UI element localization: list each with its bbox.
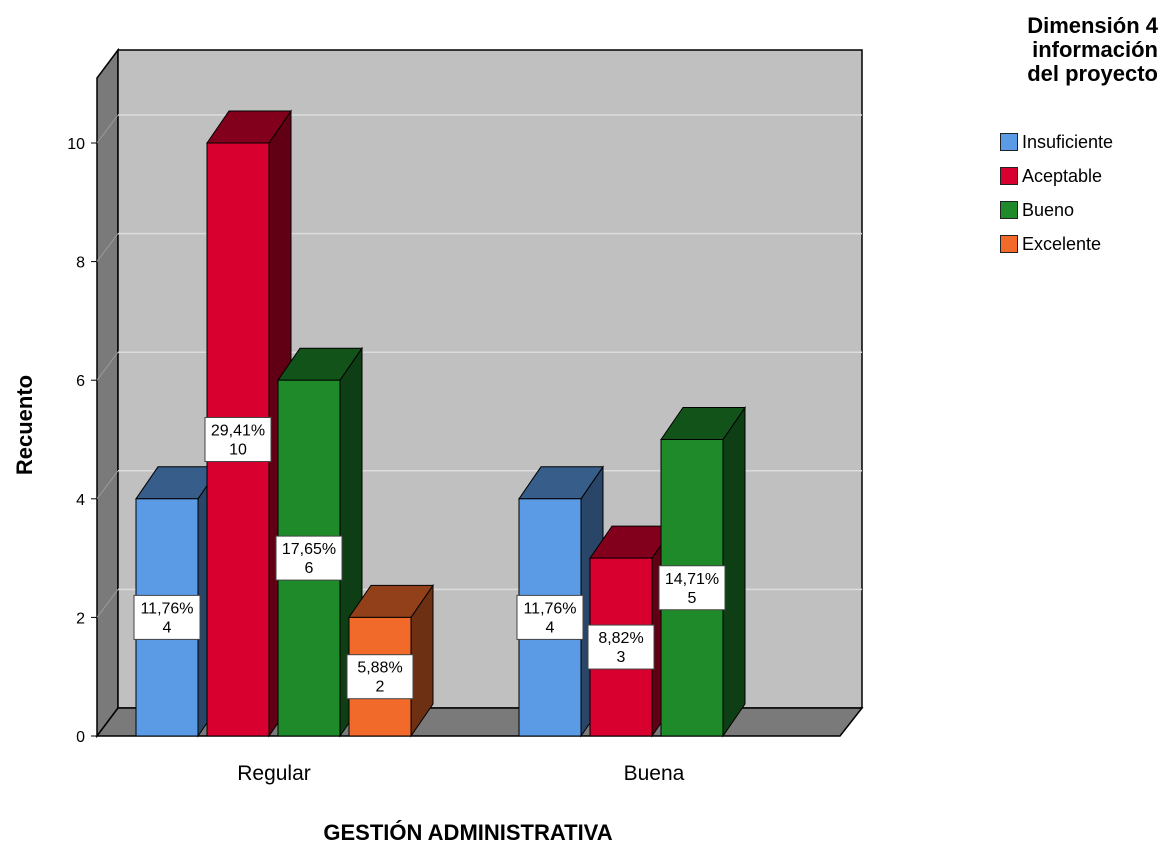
legend-label: Excelente: [1022, 233, 1102, 254]
x-tick-label: Buena: [624, 762, 685, 785]
data-label-box: [516, 594, 584, 640]
legend-swatch: [1000, 235, 1018, 253]
data-label-box: [658, 565, 726, 611]
data-label-count: 3: [617, 649, 626, 666]
gridline: [96, 114, 119, 144]
left-wall: [96, 47, 119, 739]
data-label-percent: 8,82%: [598, 630, 643, 647]
legend-title-line: del proyecto: [1027, 61, 1158, 86]
data-label-percent: 11,76%: [523, 600, 576, 617]
data-label-box: [587, 624, 655, 670]
data-label-box: [275, 535, 343, 581]
data-label-box: [204, 417, 272, 462]
data-label-percent: 17,65%: [282, 541, 336, 558]
y-tick-label: 8: [76, 255, 85, 272]
y-axis: 0 2 4 6 8 10: [67, 136, 97, 746]
x-tick-label: Regular: [237, 762, 311, 785]
data-label: 5,88% 2: [346, 654, 414, 700]
gridline: [96, 470, 119, 500]
data-label-count: 4: [163, 619, 172, 636]
x-axis: Regular Buena: [237, 762, 684, 785]
data-label-percent: 11,76%: [140, 600, 193, 617]
legend-label: Insuficiente: [1022, 131, 1114, 152]
data-label-count: 2: [376, 679, 385, 696]
legend-label: Bueno: [1022, 199, 1075, 220]
gridline: [96, 589, 119, 618]
data-label-percent: 14,71%: [665, 571, 719, 588]
legend: Insuficiente Aceptable Bueno Excelente: [1000, 125, 1113, 261]
legend-label: Aceptable: [1022, 165, 1103, 186]
data-label: 17,65% 6: [275, 535, 343, 581]
legend-item-insuficiente: Insuficiente: [1000, 125, 1113, 159]
legend-title: Dimensión 4 información del proyecto: [988, 14, 1158, 86]
legend-swatch: [1000, 201, 1018, 219]
y-tick-label: 6: [76, 373, 85, 390]
legend-title-line: Dimensión 4: [1027, 13, 1158, 38]
data-label-count: 10: [229, 442, 247, 459]
legend-swatch: [1000, 133, 1018, 151]
legend-item-aceptable: Aceptable: [1000, 159, 1113, 193]
y-tick-label: 4: [76, 492, 85, 509]
data-label-box: [133, 594, 201, 640]
data-label-percent: 29,41%: [211, 423, 265, 440]
y-tick-label: 2: [76, 610, 85, 627]
data-label-count: 5: [688, 590, 697, 607]
data-label: 8,82% 3: [587, 624, 655, 670]
legend-item-excelente: Excelente: [1000, 227, 1113, 261]
gridline: [96, 351, 119, 381]
gridline: [96, 233, 119, 262]
data-label: 11,76% 4: [133, 594, 201, 640]
legend-item-bueno: Bueno: [1000, 193, 1113, 227]
data-label: 29,41% 10: [204, 417, 272, 462]
x-axis-title: GESTIÓN ADMINISTRATIVA: [323, 820, 612, 845]
data-labels: 11,76% 4 29,41% 10 17,65% 6 5,88% 2 11,76% 4 8,82%…: [133, 417, 726, 700]
data-label-percent: 5,88%: [357, 660, 402, 677]
legend-title-line: información: [1032, 37, 1158, 62]
legend-swatch: [1000, 167, 1018, 185]
bar-side: [722, 405, 746, 738]
data-label-count: 4: [546, 619, 555, 636]
y-tick-label: 0: [76, 729, 85, 746]
data-label-box: [346, 654, 414, 700]
y-axis-title: Recuento: [12, 375, 37, 475]
data-label-count: 6: [305, 560, 314, 577]
data-label: 14,71% 5: [658, 565, 726, 611]
y-tick-label: 10: [67, 136, 85, 153]
data-label: 11,76% 4: [516, 594, 584, 640]
